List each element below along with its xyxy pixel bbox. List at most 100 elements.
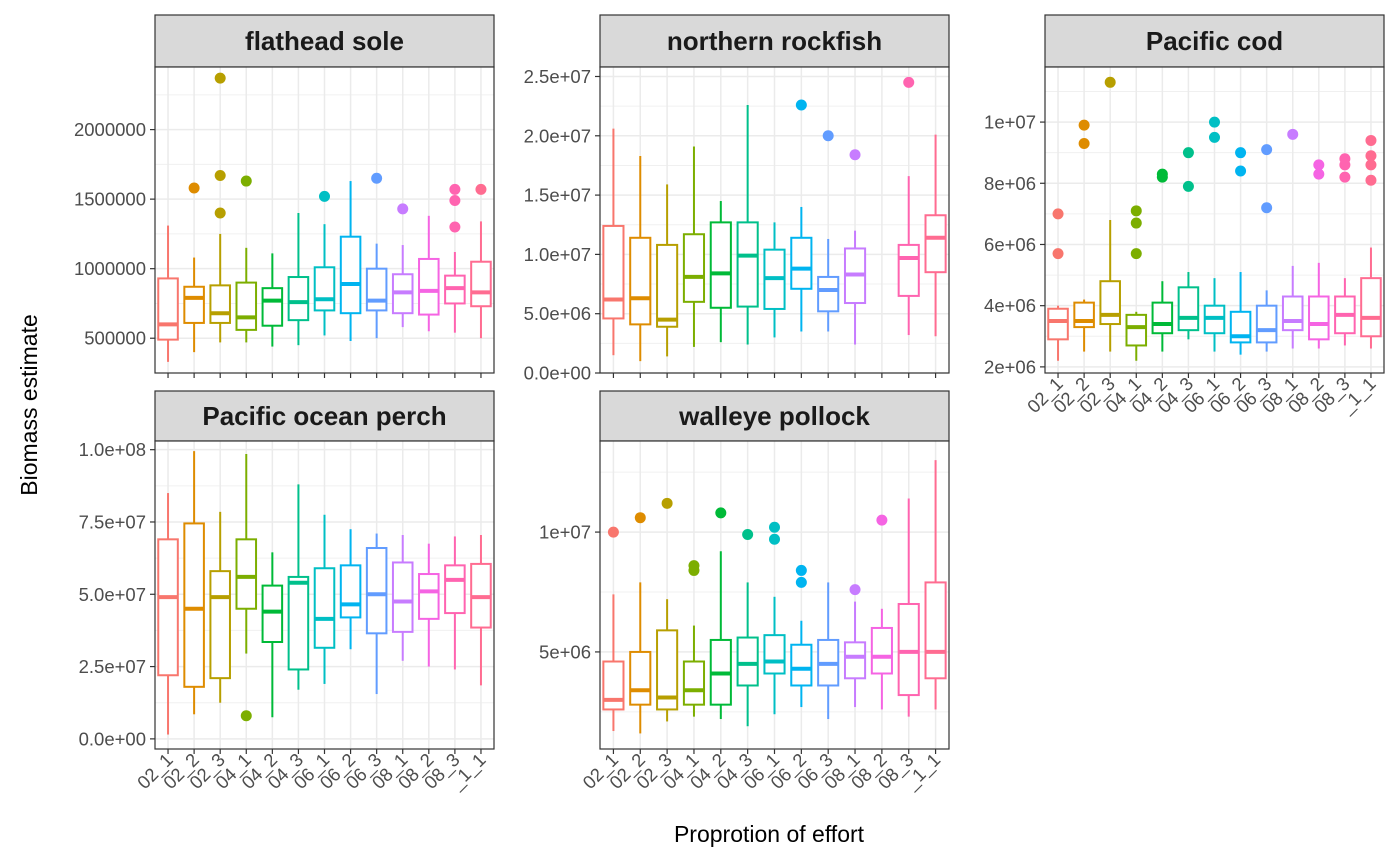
y-tick-label: 2.0e+07 (524, 125, 591, 146)
box-iqr (790, 643, 813, 687)
box-06_1 (313, 514, 336, 684)
outlier-point (769, 533, 780, 545)
box-04_1 (1125, 205, 1148, 361)
box-04_1 (235, 454, 258, 722)
y-tick-label: 1e+07 (539, 522, 591, 543)
box-iqr (629, 236, 652, 326)
box-04_2 (709, 507, 732, 720)
y-tick-label: 4e+06 (984, 295, 1036, 316)
y-tick-label: 5.0e+07 (79, 584, 146, 605)
outlier-point (1209, 131, 1220, 143)
outlier-point (240, 710, 252, 722)
facet-title: Pacific ocean perch (202, 401, 446, 431)
box-iqr (817, 275, 840, 313)
box-iqr (313, 567, 336, 649)
box-02_3 (1099, 76, 1121, 352)
box-iqr (209, 284, 231, 324)
box-iqr (1125, 313, 1148, 347)
box-08_1 (843, 584, 867, 708)
box-04_2 (1151, 168, 1174, 352)
box-06_3 (365, 533, 388, 695)
y-tick-label: 1e+07 (984, 112, 1036, 133)
box-iqr (1073, 301, 1095, 329)
box-iqr (261, 287, 284, 327)
y-tick-label: 2.5e+07 (524, 66, 591, 87)
x-axis-label: Proprotion of effort (674, 821, 865, 847)
box-iqr (339, 564, 362, 619)
box-iqr (682, 233, 706, 303)
outlier-point (1182, 180, 1194, 192)
box-iqr (736, 221, 759, 308)
box-_1_1 (924, 134, 947, 337)
outlier-point (240, 175, 252, 187)
facet-title: flathead sole (245, 26, 404, 56)
y-tick-label: 0.0e+00 (524, 363, 591, 384)
box-iqr (157, 538, 179, 677)
panel-flathead-sole: flathead sole 500000 1000000 1500000 2000000 (74, 14, 495, 378)
box-06_2 (790, 564, 813, 708)
box-08_1 (391, 534, 414, 661)
y-tick-label: 500000 (84, 328, 146, 349)
box-04_2 (261, 552, 284, 718)
box-02_1 (602, 526, 625, 732)
panel-pacific-ocean-perch: Pacific ocean perch 0.0e+00 2.5e+07 5.0e+07… (79, 390, 495, 794)
box-02_1 (157, 493, 179, 735)
outlier-point (1365, 159, 1377, 171)
box-06_1 (763, 521, 786, 715)
box-iqr (602, 660, 625, 711)
outlier-point (607, 526, 619, 538)
box-iqr (287, 276, 310, 322)
box-08_2 (1308, 159, 1330, 349)
box-06_3 (1255, 144, 1278, 352)
box-iqr (444, 564, 466, 615)
outlier-point (903, 76, 915, 88)
box-08_3 (897, 76, 920, 336)
outlier-point (1365, 150, 1377, 162)
box-iqr (287, 575, 310, 671)
outlier-point (319, 190, 330, 202)
box-iqr (418, 257, 440, 316)
outlier-point (661, 497, 673, 509)
outlier-point (795, 99, 807, 111)
outlier-point (1339, 153, 1351, 165)
box-iqr (157, 277, 179, 341)
box-04_2 (261, 253, 284, 347)
box-iqr (183, 285, 205, 324)
outlier-point (449, 221, 461, 233)
outlier-point (849, 149, 861, 161)
box-08_1 (391, 203, 414, 328)
box-02_2 (1073, 119, 1095, 352)
box-04_3 (736, 104, 759, 345)
box-iqr (736, 636, 759, 687)
box-06_1 (763, 222, 786, 338)
box-iqr (682, 660, 706, 706)
outlier-point (795, 576, 807, 588)
box-06_3 (817, 582, 840, 720)
box-04_1 (682, 560, 706, 717)
outlier-point (214, 169, 226, 181)
box-08_1 (843, 149, 867, 345)
outlier-point (449, 195, 461, 207)
outlier-point (371, 172, 383, 184)
y-tick-label: 1000000 (74, 258, 146, 279)
y-tick-label: 1500000 (74, 189, 146, 210)
box-iqr (656, 629, 679, 711)
outlier-point (1078, 138, 1090, 149)
box-iqr (709, 221, 732, 309)
outlier-point (1052, 248, 1064, 260)
outlier-point (742, 528, 754, 540)
outlier-point (1104, 76, 1116, 88)
box-iqr (1047, 307, 1069, 341)
box-08_1 (1281, 128, 1304, 349)
outlier-point (1130, 205, 1142, 217)
box-iqr (763, 634, 786, 675)
outlier-point (1313, 168, 1325, 180)
box-iqr (924, 581, 947, 680)
box-06_3 (365, 172, 388, 339)
outlier-point (1078, 119, 1090, 131)
box-02_3 (209, 72, 231, 343)
box-06_2 (1229, 147, 1252, 355)
outlier-point (1209, 116, 1220, 128)
box-iqr (870, 626, 893, 675)
y-tick-label: 1.0e+07 (524, 244, 591, 265)
